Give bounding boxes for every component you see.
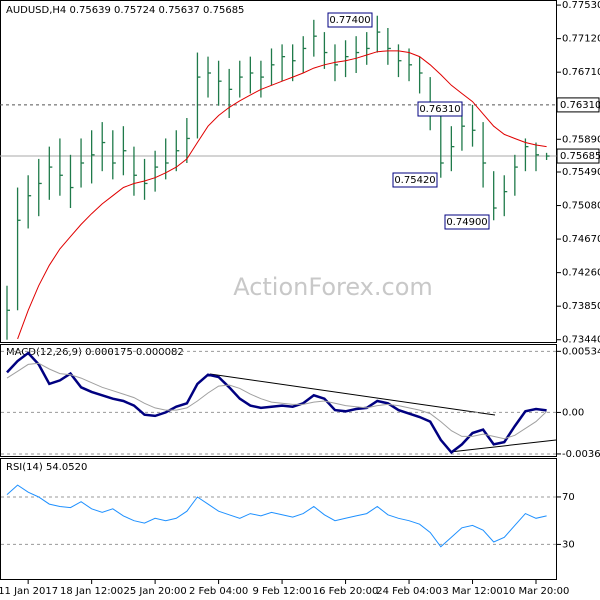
macd-title: MACD(12,26,9) 0.000175 0.000082	[6, 347, 184, 358]
annotation-label: 0.74900	[446, 217, 487, 228]
y-tick-label: 0.75890	[562, 134, 600, 145]
macd-frame	[0, 344, 557, 457]
y-tick-label: 0.75080	[562, 201, 600, 212]
y-tick-label: 0.77530	[562, 0, 600, 11]
annotation-label: 0.77400	[329, 15, 370, 26]
x-tick-label: 11 Jan 2017	[0, 586, 58, 597]
y-tick-label: 0.74670	[562, 234, 600, 245]
y-tick-label: 0.75490	[562, 167, 600, 178]
y-tick-label: 0.00	[562, 407, 584, 418]
trend-line	[449, 439, 557, 453]
chart-title: AUDUSD,H4 0.75639 0.75724 0.75637 0.7568…	[6, 5, 244, 16]
series-line	[6, 362, 547, 440]
y-tick-label: 0.76710	[562, 67, 600, 78]
moving-average	[17, 50, 547, 340]
x-tick-label: 18 Jan 12:00	[60, 586, 123, 597]
y-tick-label: 0.74260	[562, 268, 600, 279]
series-line	[6, 351, 547, 455]
x-tick-label: 25 Jan 20:00	[123, 586, 186, 597]
rsi-frame	[0, 458, 557, 580]
y-tick-label: 0.005346	[562, 346, 600, 357]
y-tick-label: 0.73850	[562, 301, 600, 312]
y-tick-label: 70	[562, 492, 575, 503]
price-label: 0.75685	[560, 151, 600, 162]
annotation-box	[392, 172, 438, 188]
level-label: 0.76310	[560, 100, 600, 111]
x-tick-label: 9 Feb 12:00	[252, 586, 311, 597]
annotation-label: 0.76310	[419, 104, 460, 115]
x-tick-label: 10 Mar 20:00	[503, 586, 570, 597]
annotation-label: 0.75420	[394, 175, 435, 186]
level-box	[556, 97, 600, 113]
watermark: ActionForex.com	[233, 273, 433, 301]
annotation-box	[444, 214, 490, 230]
annotation-box	[327, 12, 373, 28]
y-tick-label: 0.73440	[562, 335, 600, 346]
x-tick-label: 24 Feb 04:00	[376, 586, 442, 597]
x-tick-label: 2 Feb 04:00	[189, 586, 248, 597]
rsi-title: RSI(14) 54.0520	[6, 462, 87, 473]
y-tick-label: -0.00363	[562, 449, 600, 460]
x-tick-label: 16 Feb 20:00	[313, 586, 379, 597]
price-box	[556, 148, 600, 164]
y-tick-label: 0.77120	[562, 34, 600, 45]
annotation-box	[417, 101, 463, 117]
x-tick-label: 3 Mar 12:00	[442, 586, 502, 597]
price-frame	[0, 0, 557, 343]
series-line	[6, 484, 547, 548]
trend-line	[209, 373, 496, 416]
y-tick-label: 30	[562, 539, 575, 550]
